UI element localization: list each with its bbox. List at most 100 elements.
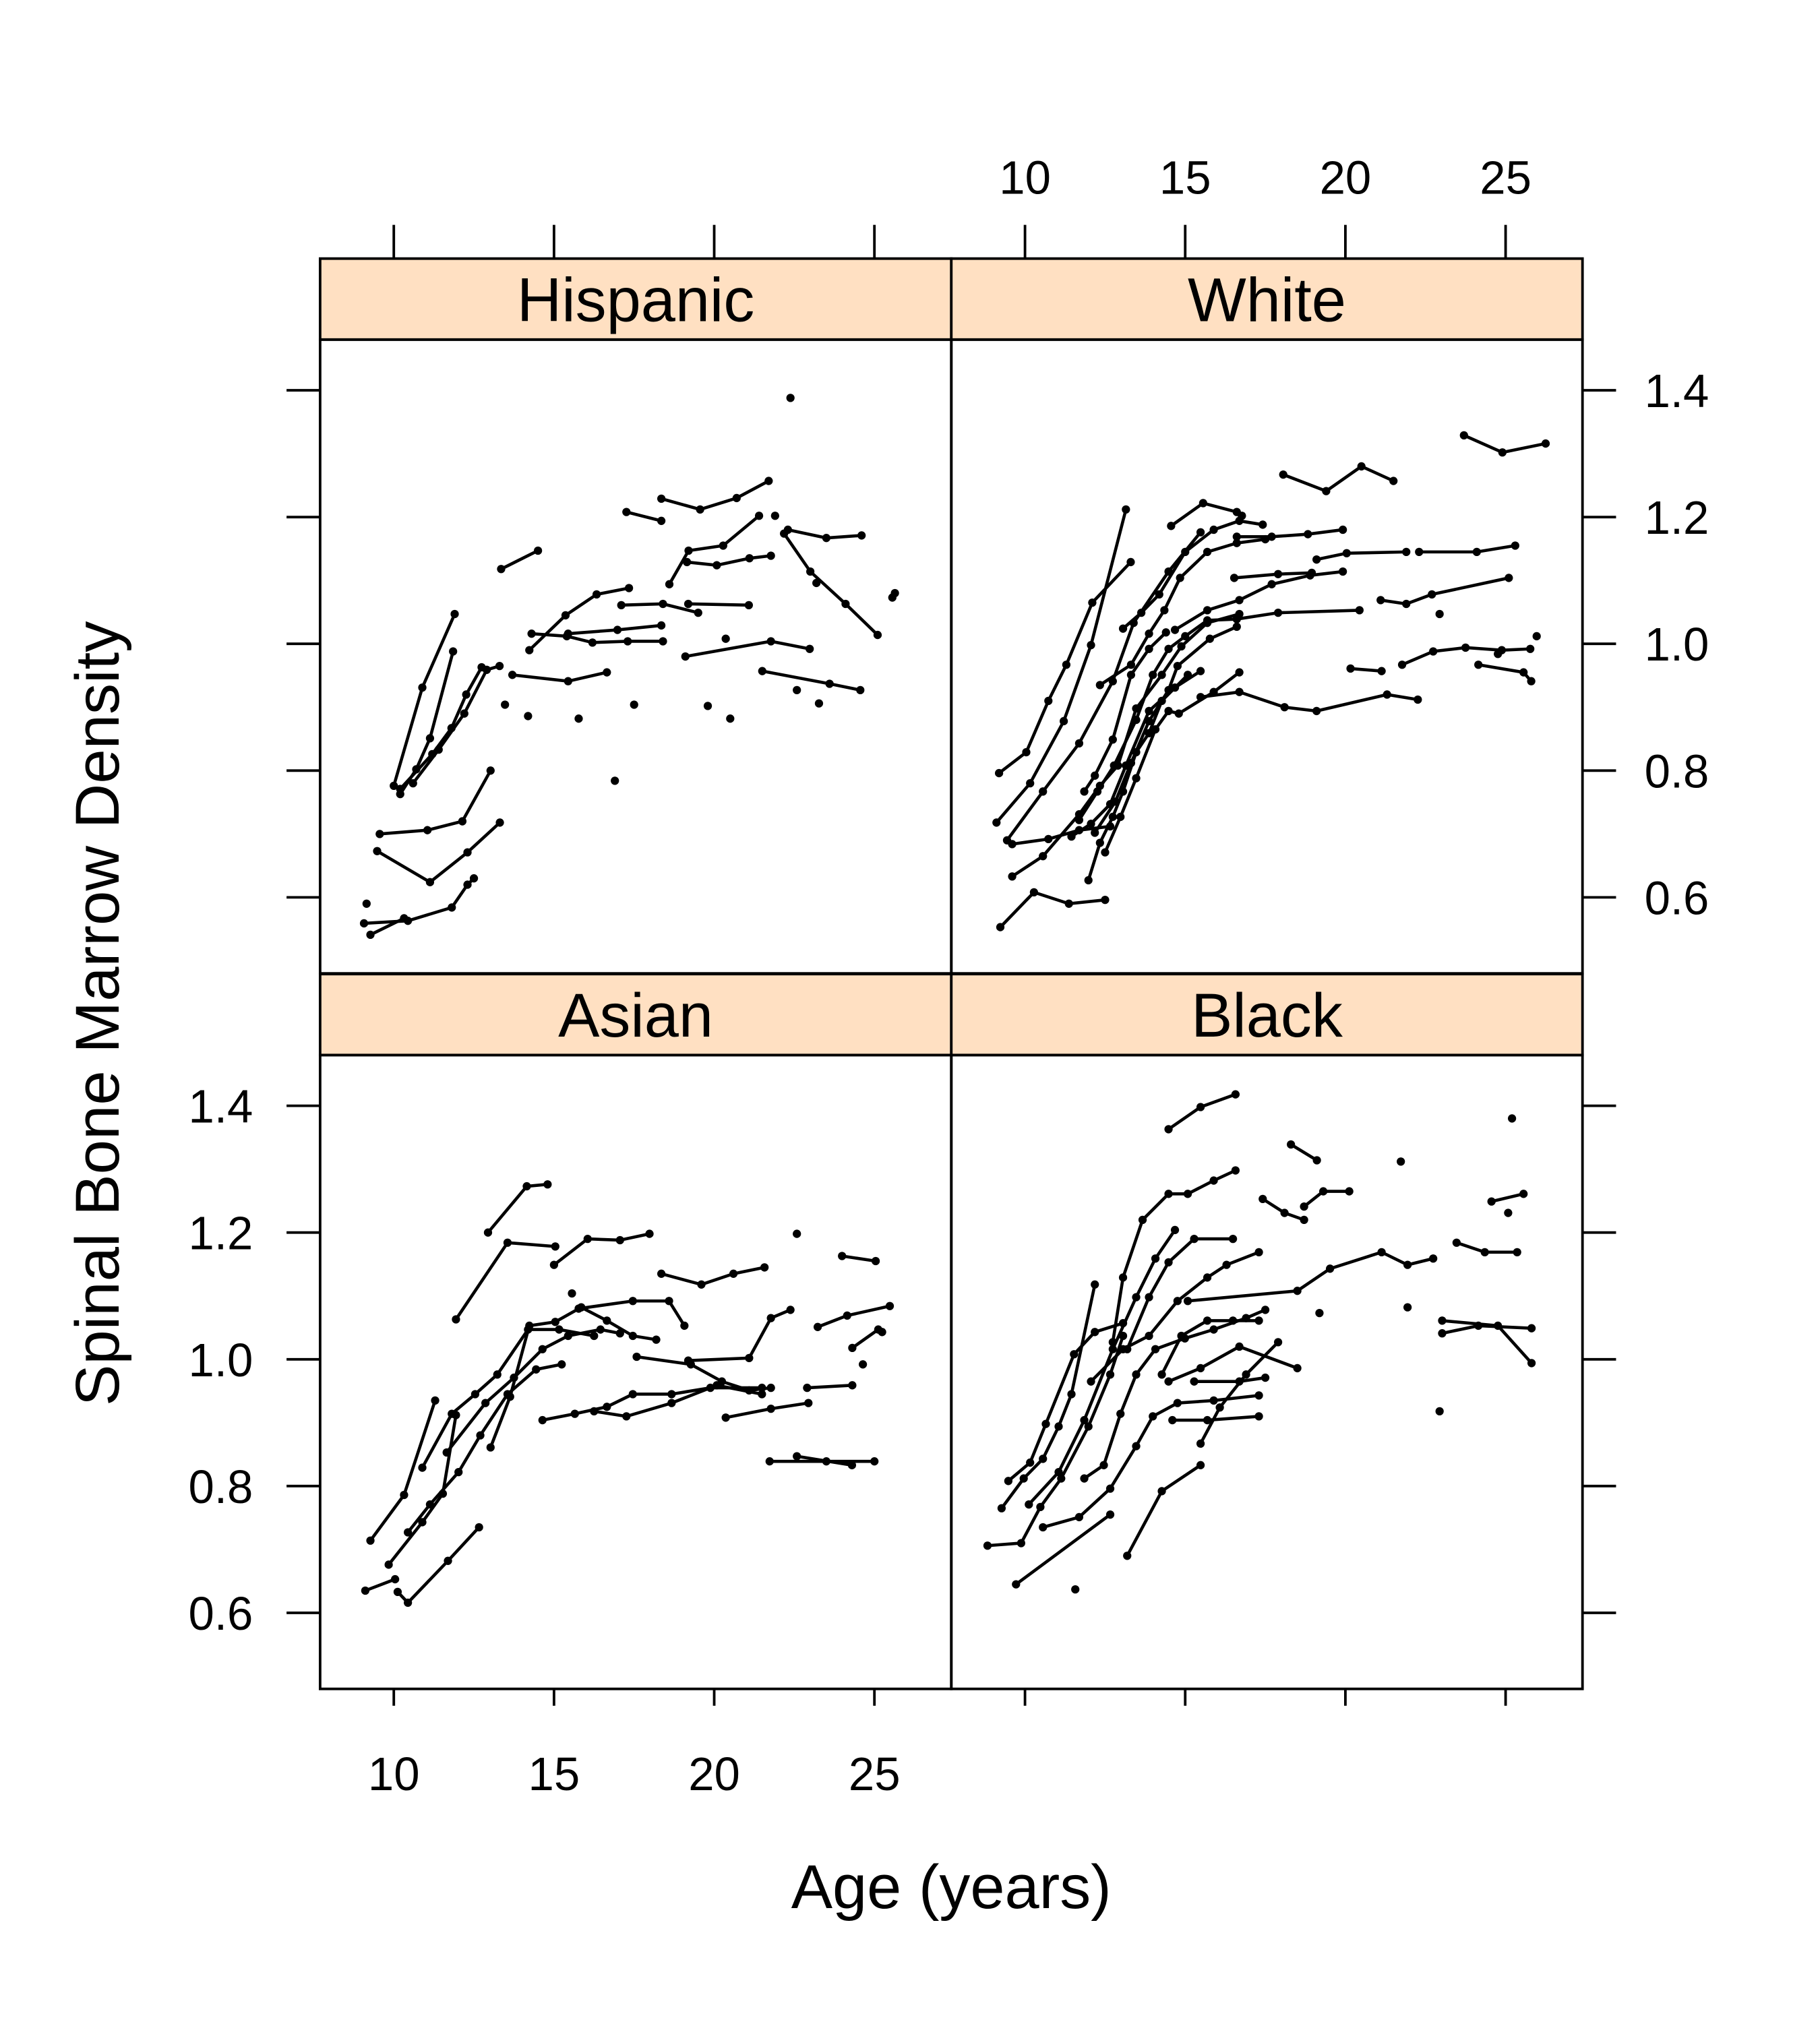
subject-series [1118, 516, 1267, 633]
subject-series [793, 685, 801, 695]
subject-line [1167, 1345, 1298, 1383]
data-point [1532, 632, 1541, 641]
data-point [574, 1304, 583, 1313]
data-point [450, 609, 459, 619]
data-point [1164, 706, 1173, 716]
data-point [1108, 735, 1117, 744]
data-point [1029, 888, 1039, 897]
subject-series [375, 766, 495, 838]
subject-series [1168, 1412, 1263, 1425]
data-point [1280, 1208, 1289, 1217]
subject-series [568, 1289, 576, 1298]
subject-line [998, 561, 1132, 774]
subject-line [365, 1577, 396, 1593]
data-point [856, 685, 865, 695]
data-point [680, 1321, 689, 1330]
subject-series [1108, 1166, 1240, 1347]
data-point [1126, 661, 1136, 669]
subject-line [454, 1241, 555, 1320]
subject-series [524, 712, 533, 721]
subject-series [812, 578, 821, 588]
data-point [729, 1269, 738, 1278]
data-point [1036, 1502, 1045, 1512]
data-point [613, 625, 622, 634]
data-point [1176, 574, 1184, 582]
subject-series [1258, 1194, 1308, 1225]
data-point [1151, 1254, 1160, 1263]
data-point [1222, 1260, 1231, 1269]
data-point [1435, 1407, 1444, 1416]
data-point [390, 781, 398, 791]
subject-line [392, 613, 456, 787]
data-point [712, 561, 721, 570]
data-point [400, 914, 408, 923]
data-point [1008, 840, 1017, 849]
data-point [1429, 647, 1438, 656]
data-point [992, 818, 1001, 827]
data-point [564, 677, 572, 685]
subject-series [1164, 1342, 1302, 1386]
data-point [983, 1541, 992, 1550]
data-point [590, 1407, 599, 1416]
data-point [1203, 1316, 1212, 1325]
data-point [1325, 1264, 1335, 1273]
data-point [1203, 606, 1212, 615]
subject-line [999, 890, 1105, 929]
subject-series [1095, 534, 1270, 690]
data-point [1145, 630, 1153, 638]
data-point [857, 531, 866, 540]
subject-series [793, 1452, 857, 1469]
data-point [460, 709, 468, 718]
y-tick-label: 1.4 [188, 1080, 253, 1132]
data-point [1383, 690, 1391, 699]
data-point [574, 714, 583, 723]
data-point [396, 785, 404, 793]
subject-series [1397, 643, 1535, 669]
data-point [1494, 650, 1503, 658]
data-point [1019, 1474, 1028, 1483]
subject-line [725, 1401, 809, 1419]
panel-asian: Asian 10 15 20 25 0.6 0.8 1.0 1.2 1.4 [188, 973, 953, 1800]
subject-line [1093, 625, 1238, 834]
data-point [1203, 1415, 1212, 1425]
data-point [543, 1180, 552, 1189]
data-point [538, 1415, 547, 1425]
data-point [1345, 1187, 1354, 1196]
data-point [522, 1182, 531, 1191]
subject-line [500, 549, 539, 571]
subject-series [1507, 1114, 1517, 1123]
subject-series [1504, 1208, 1513, 1217]
data-point [1357, 462, 1366, 471]
subject-series [1170, 567, 1347, 634]
data-point [1183, 1190, 1192, 1198]
data-point [1258, 1194, 1267, 1204]
subject-series [1232, 606, 1364, 623]
data-point [1116, 1409, 1125, 1418]
data-point [803, 1383, 812, 1392]
data-point [804, 1399, 813, 1407]
data-point [1511, 541, 1519, 550]
data-point [765, 1457, 774, 1466]
subject-line [1380, 576, 1509, 606]
data-point [1123, 1552, 1132, 1560]
subject-series [657, 1263, 769, 1289]
subject-series [813, 1301, 894, 1331]
data-point [444, 1556, 452, 1565]
data-point [1099, 1461, 1108, 1469]
data-point [793, 685, 801, 695]
data-point [495, 818, 504, 827]
data-point [425, 1500, 435, 1509]
subject-series [501, 700, 510, 709]
data-point [1293, 1287, 1302, 1295]
data-point [766, 1314, 775, 1322]
subject-line [411, 664, 500, 785]
subject-series [1415, 541, 1519, 557]
panel-black: Black [950, 973, 1616, 1706]
subject-line [512, 671, 607, 683]
data-point [1487, 1197, 1496, 1206]
data-point [482, 665, 491, 674]
data-point [745, 1353, 754, 1363]
data-point [1397, 661, 1407, 669]
data-point [1132, 1442, 1141, 1450]
subject-line [1077, 617, 1237, 821]
